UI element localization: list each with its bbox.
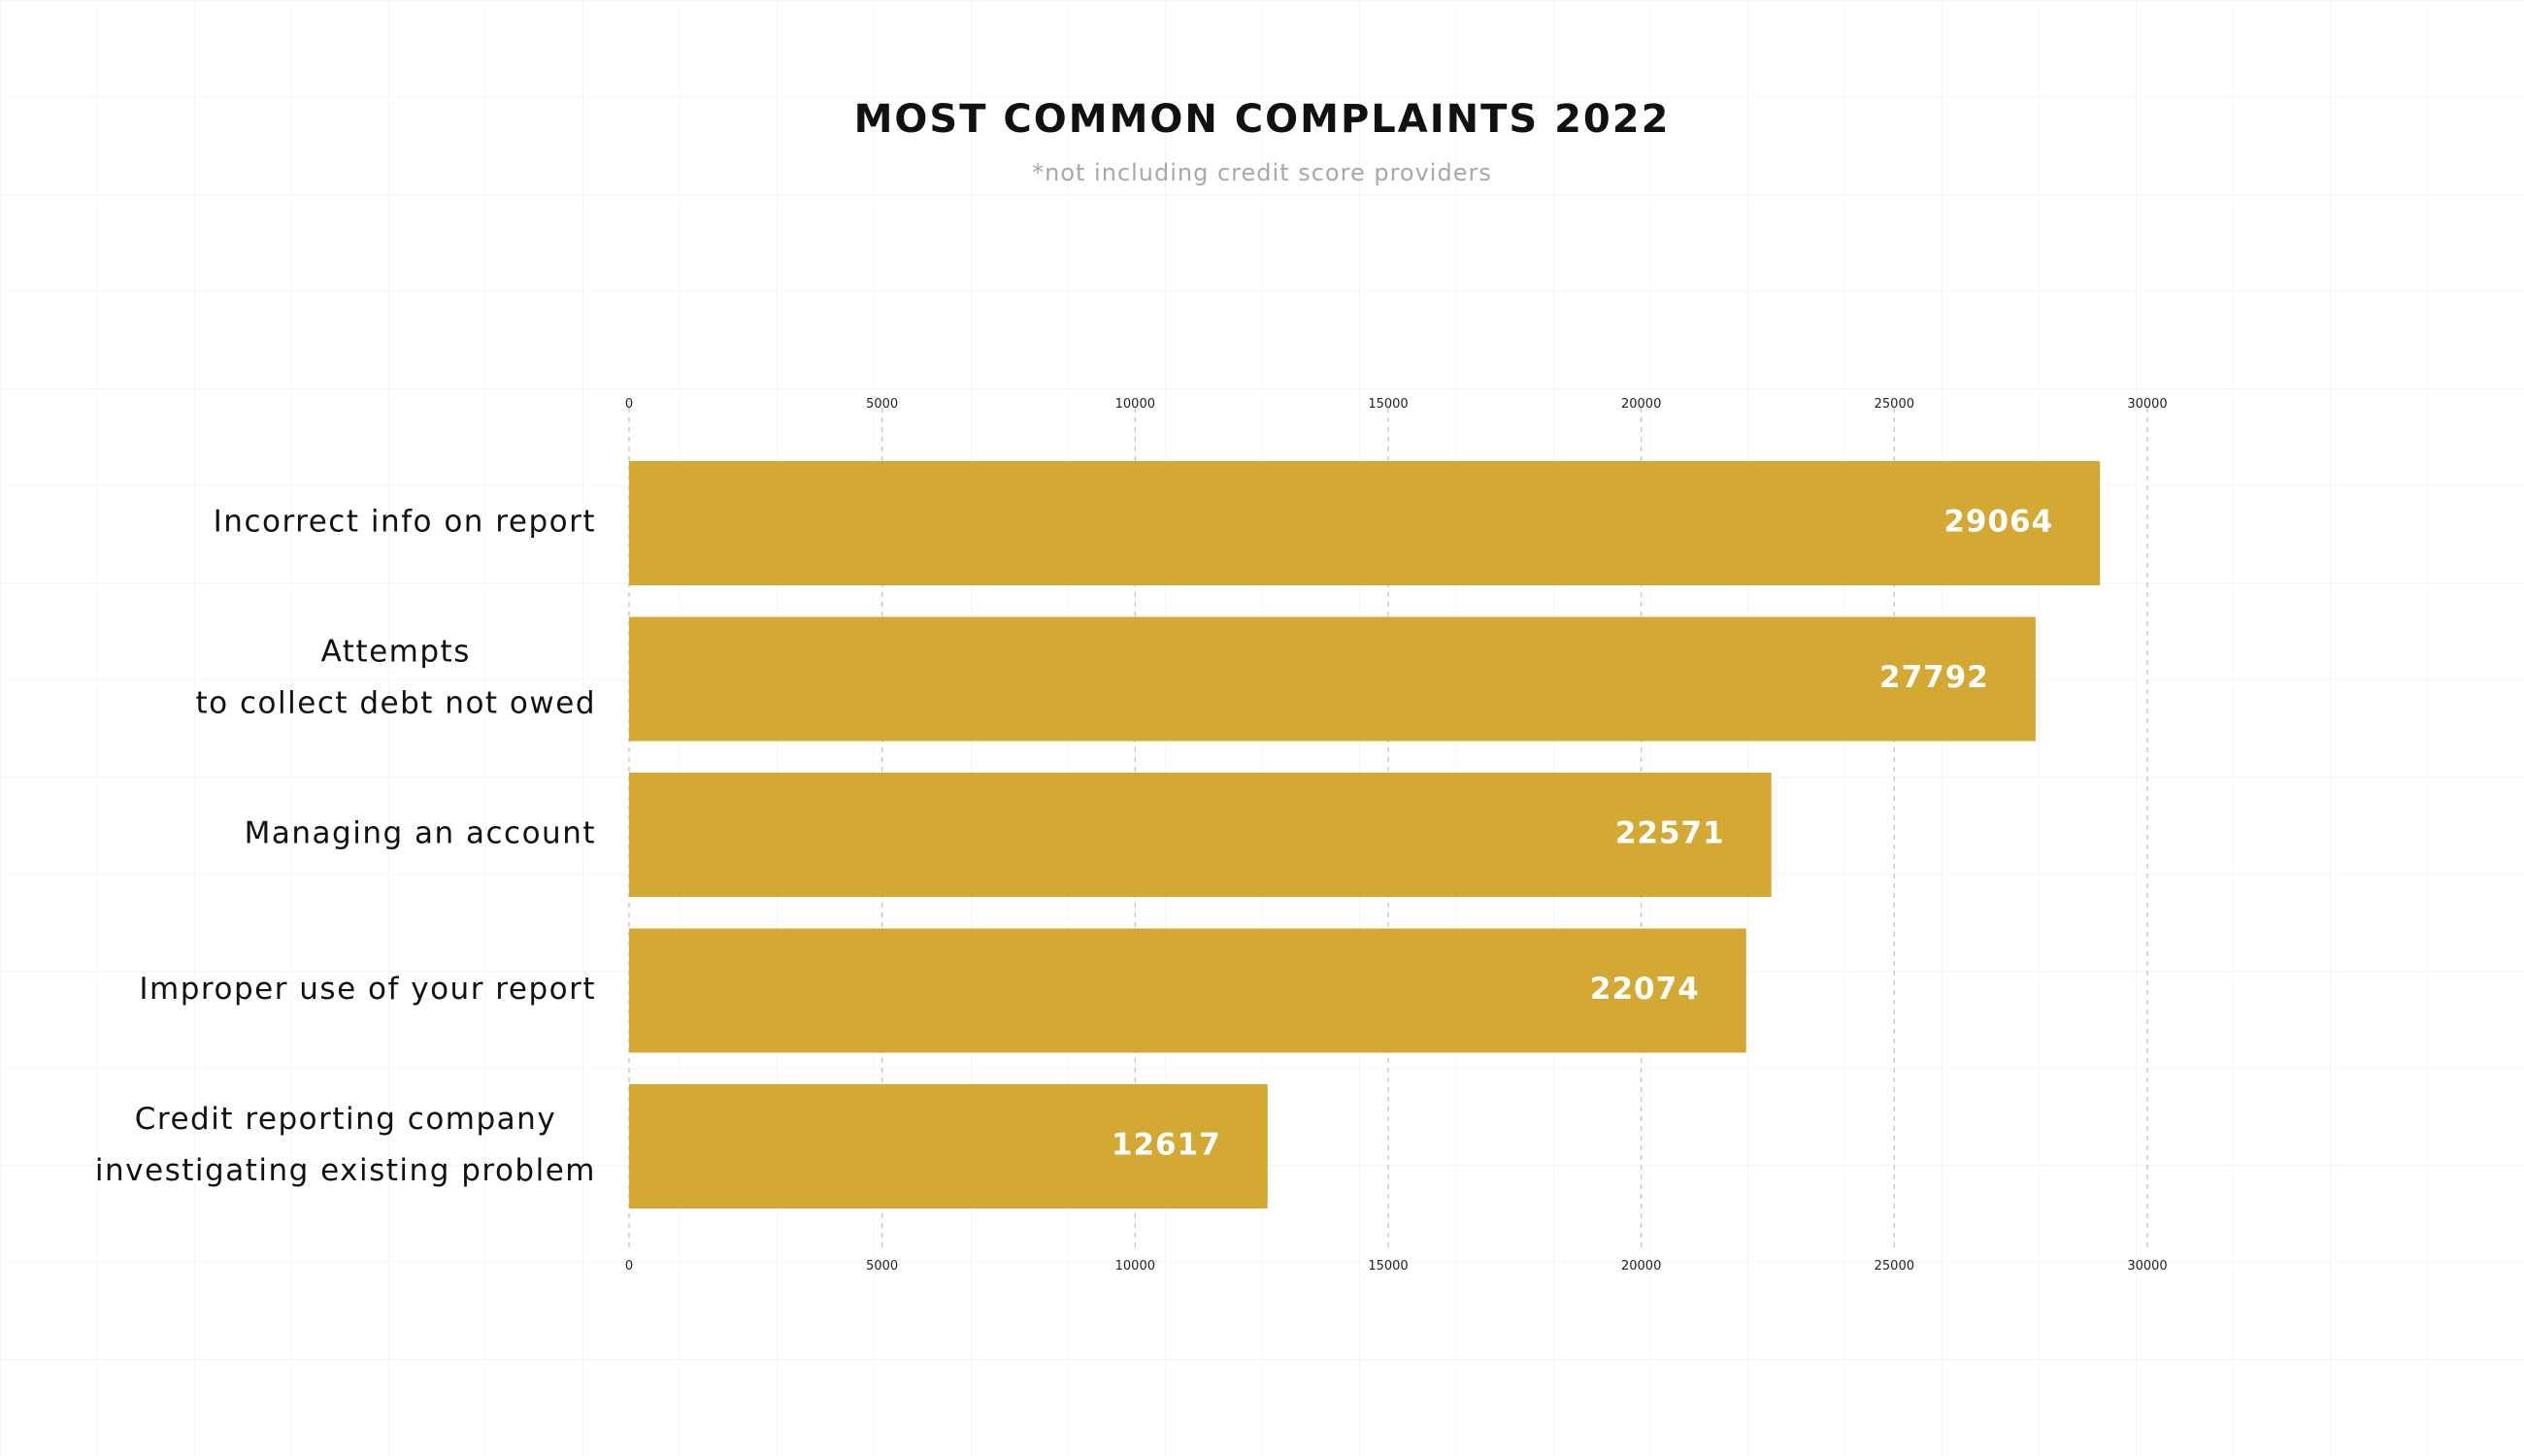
bar bbox=[629, 928, 1746, 1053]
bottom-tick-label: 5000 bbox=[866, 1259, 898, 1274]
bar bbox=[629, 773, 1772, 897]
bottom-tick-label: 25000 bbox=[1875, 1259, 1914, 1274]
bars bbox=[629, 461, 2101, 1208]
bottom-tick-label: 10000 bbox=[1115, 1259, 1155, 1274]
category-label-line: Managing an account bbox=[245, 816, 596, 851]
bottom-tick-label: 20000 bbox=[1621, 1259, 1661, 1274]
bar-value-label: 22571 bbox=[1615, 816, 1725, 851]
category-label-line: Incorrect info on report bbox=[214, 505, 596, 540]
bar bbox=[629, 461, 2101, 585]
top-tick-label: 25000 bbox=[1875, 397, 1914, 412]
category-label: Incorrect info on report bbox=[214, 505, 596, 540]
category-label-line: Attempts bbox=[321, 635, 471, 670]
category-label-line: to collect debt not owed bbox=[196, 686, 596, 721]
category-label: Managing an account bbox=[245, 816, 596, 851]
top-axis: 0 5000 10000 15000 20000 25000 30000 bbox=[625, 397, 2168, 412]
bar bbox=[629, 1084, 1268, 1208]
category-labels: Incorrect info on report Attempts to colle… bbox=[95, 505, 596, 1189]
chart-title: MOST COMMON COMPLAINTS 2022 bbox=[853, 97, 1671, 142]
category-label-line: investigating existing problem bbox=[95, 1153, 596, 1188]
top-tick-label: 5000 bbox=[866, 397, 898, 412]
category-label: Attempts to collect debt not owed bbox=[196, 635, 596, 721]
category-label-line: Improper use of your report bbox=[139, 972, 596, 1007]
top-tick-label: 20000 bbox=[1621, 397, 1661, 412]
bar-value-label: 29064 bbox=[1943, 505, 2053, 540]
top-tick-label: 30000 bbox=[2127, 397, 2167, 412]
bar-value-label: 22074 bbox=[1590, 972, 1700, 1007]
bottom-tick-label: 15000 bbox=[1368, 1259, 1408, 1274]
top-tick-label: 10000 bbox=[1115, 397, 1155, 412]
chart-subtitle: *not including credit score providers bbox=[1032, 159, 1492, 186]
bar-value-label: 12617 bbox=[1112, 1128, 1221, 1163]
bottom-tick-label: 0 bbox=[625, 1259, 633, 1274]
category-label: Credit reporting company investigating ex… bbox=[95, 1102, 596, 1188]
bar-value-label: 27792 bbox=[1879, 660, 1989, 695]
data-labels: 29064 27792 22571 22074 12617 bbox=[1112, 505, 2053, 1163]
category-label: Improper use of your report bbox=[139, 972, 596, 1007]
top-tick-label: 0 bbox=[625, 397, 633, 412]
bottom-tick-label: 30000 bbox=[2127, 1259, 2167, 1274]
category-label-line: Credit reporting company bbox=[135, 1102, 556, 1137]
bottom-axis: 0 5000 10000 15000 20000 25000 30000 bbox=[625, 1259, 2168, 1274]
top-tick-label: 15000 bbox=[1368, 397, 1408, 412]
bar bbox=[629, 616, 2036, 742]
